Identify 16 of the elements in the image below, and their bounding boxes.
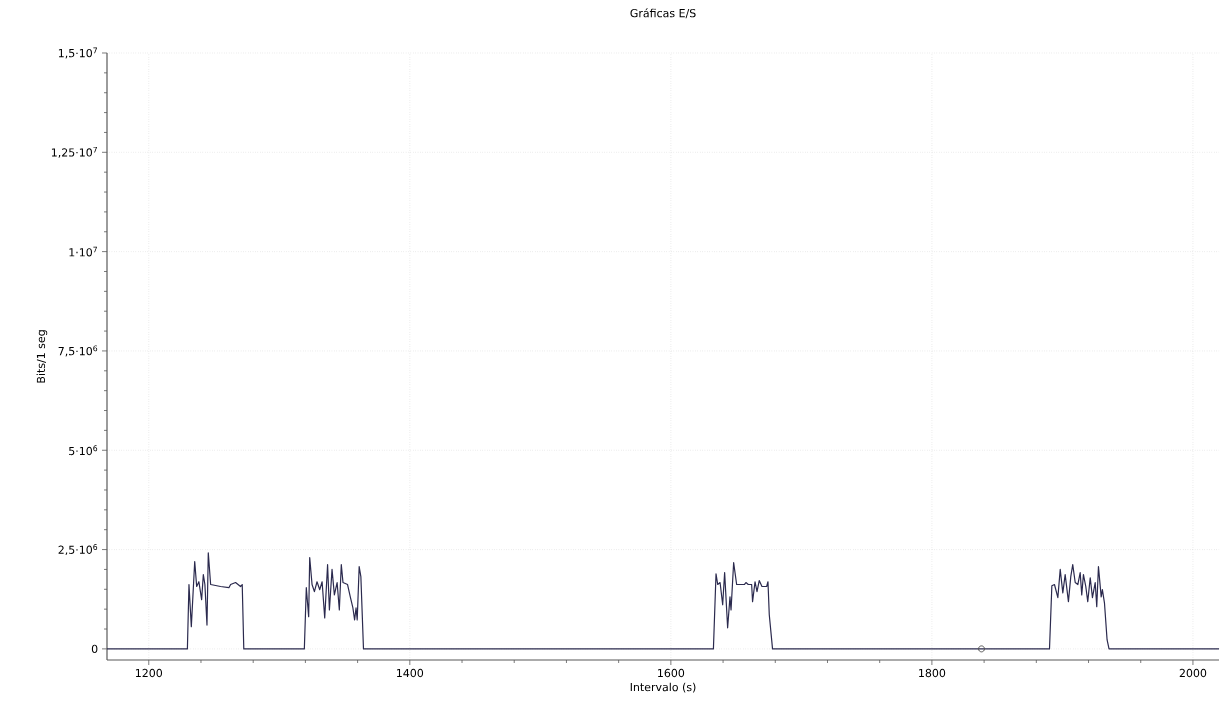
y-tick-label: 2,5·10$^{6}$ [58, 544, 98, 556]
y-tick-label: 5·10$^{6}$ [69, 445, 98, 456]
x-tick-label: 1200 [135, 668, 163, 678]
x-tick-label: 1400 [397, 668, 424, 678]
y-axis-title: Bits/1 seg [36, 330, 48, 383]
x-tick-label: 2000 [1179, 668, 1207, 678]
y-tick-label: 0 [91, 644, 98, 654]
chart-title: Gráficas E/S [630, 8, 696, 19]
y-tick-label: 7,5·10$^{6}$ [58, 345, 98, 357]
y-tick-label: 1·10$^{7}$ [69, 246, 97, 257]
x-axis-title: Intervalo (s) [630, 682, 696, 693]
line-series [106, 552, 1220, 650]
y-tick-label: 1,5·10$^{7}$ [58, 47, 97, 59]
x-tick-label: 1800 [919, 668, 946, 678]
x-tick-label: 1600 [658, 668, 685, 678]
y-tick-label: 1,25·10$^{7}$ [51, 146, 97, 158]
